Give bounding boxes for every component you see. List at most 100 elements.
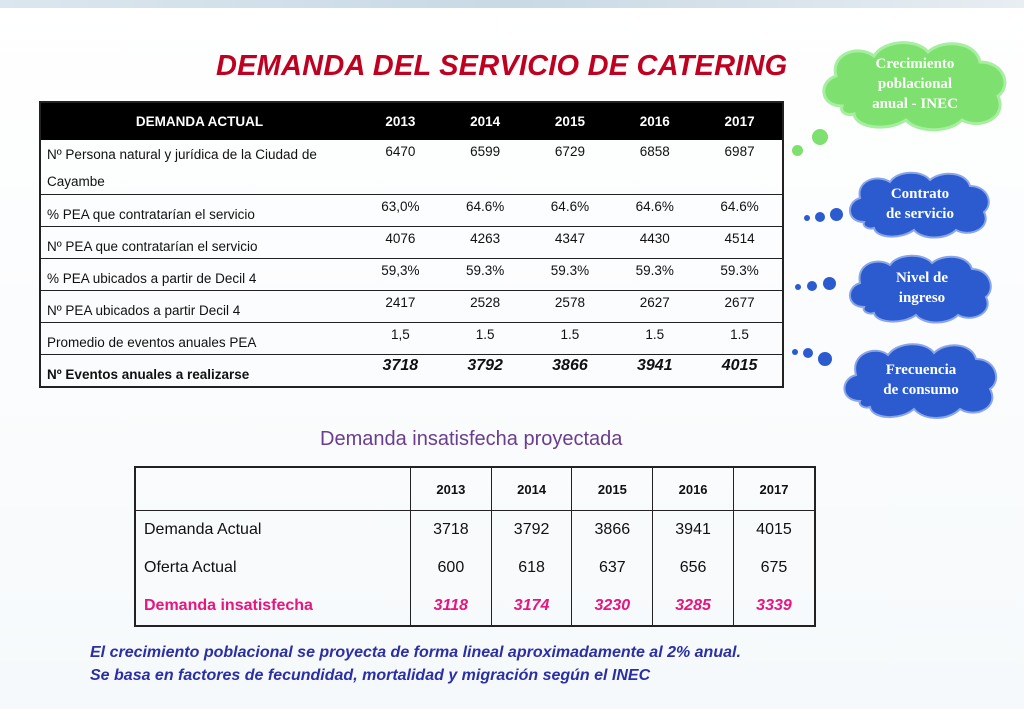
cell-value: 1.5 xyxy=(442,322,528,355)
row-label: Nº Persona natural y jurídica de la Ciud… xyxy=(40,140,358,195)
thought-bubble-dot xyxy=(807,281,817,291)
cell-value: 4430 xyxy=(612,226,698,259)
footnote-line1: El crecimiento poblacional se proyecta d… xyxy=(90,644,741,661)
cell-value: 1,5 xyxy=(357,322,443,355)
cell-value: 3718 xyxy=(410,510,492,549)
row-label: % PEA ubicados a partir de Decil 4 xyxy=(40,258,358,291)
header-year: 2017 xyxy=(732,467,815,511)
table-row-total: Nº Eventos anuales a realizarse 3718 379… xyxy=(40,354,783,387)
cell-value: 6599 xyxy=(470,144,501,159)
cell-value: 4076 xyxy=(357,226,443,259)
header-year: 2014 xyxy=(490,467,572,511)
cell-value: 3866 xyxy=(527,354,613,387)
header-year: 2016 xyxy=(652,467,734,511)
cell-value: 64.6% xyxy=(442,194,528,227)
cell-value: 63,0% xyxy=(357,194,443,227)
callout-contract-text: Contrato de servicio xyxy=(886,186,954,222)
cell-value: 3866 xyxy=(571,510,653,549)
header-demanda-actual: DEMANDA ACTUAL xyxy=(40,102,358,140)
cell-value: 2417 xyxy=(357,290,443,323)
cell-value: 6729 xyxy=(554,144,585,159)
row-label: Nº Eventos anuales a realizarse xyxy=(40,354,358,387)
cell-value: 64.6% xyxy=(612,194,698,227)
cell-value: 3174 xyxy=(490,587,572,626)
row-label: Oferta Actual xyxy=(144,559,237,576)
cloud-shape-icon xyxy=(849,171,990,239)
section-subtitle: Demanda insatisfecha proyectada xyxy=(320,428,623,450)
cell-value: 6858 xyxy=(639,144,670,159)
cloud-shape-icon xyxy=(843,343,998,419)
callout-frequency-text: Frecuencia de consumo xyxy=(883,362,959,398)
cell-value: 2578 xyxy=(527,290,613,323)
row-label-line2: Cayambe xyxy=(47,174,105,189)
cell-value: 3792 xyxy=(490,510,572,549)
row-label: Nº PEA que contratarían el servicio xyxy=(40,226,358,259)
thought-bubble-dot xyxy=(818,352,832,366)
callout-income-text: Nivel de ingreso xyxy=(895,270,949,306)
table-row: Nº PEA que contratarían el servicio 4076… xyxy=(40,226,783,259)
table-row: Nº PEA ubicados a partir Decil 4 2417 25… xyxy=(40,290,783,323)
thought-bubble-dot xyxy=(792,145,803,156)
cloud-shape-icon xyxy=(849,254,992,324)
cell-value: 1.5 xyxy=(612,322,698,355)
cell-value: 1.5 xyxy=(527,322,613,355)
header-year: 2015 xyxy=(527,102,613,140)
callout-growth: Crecimiento poblacional anual - INEC xyxy=(812,36,1018,132)
header-year: 2013 xyxy=(357,102,443,140)
cell-value: 3230 xyxy=(571,587,653,626)
cell-value: 4514 xyxy=(697,226,783,259)
cell-value: 3792 xyxy=(442,354,528,387)
cell-value: 3285 xyxy=(652,587,734,626)
unmet-table-header: 2013 2014 2015 2016 2017 xyxy=(135,467,815,511)
callout-growth-text: Crecimiento poblacional anual - INEC xyxy=(872,56,958,112)
thought-bubble-dot xyxy=(823,277,836,290)
table-row: % PEA ubicados a partir de Decil 4 59,3%… xyxy=(40,258,783,291)
cell-value: 3118 xyxy=(410,587,492,626)
thought-bubble-dot xyxy=(812,129,828,145)
thought-bubble-dot xyxy=(803,348,813,358)
header-year: 2013 xyxy=(410,467,492,511)
cell-value: 4347 xyxy=(527,226,613,259)
table-row: Oferta Actual 600 618 637 656 675 xyxy=(135,549,815,587)
cell-value: 3941 xyxy=(612,354,698,387)
cell-value: 637 xyxy=(571,549,653,587)
header-blank xyxy=(135,467,411,511)
thought-bubble-dot xyxy=(815,212,825,222)
cell-value: 6987 xyxy=(724,144,755,159)
cell-value: 2677 xyxy=(697,290,783,323)
callout-contract: Contrato de servicio xyxy=(842,168,998,240)
cell-value: 3718 xyxy=(357,354,443,387)
demand-table-header: DEMANDA ACTUAL 2013 2014 2015 2016 2017 xyxy=(40,102,783,140)
table-row: Nº Persona natural y jurídica de la Ciud… xyxy=(40,140,783,195)
cloud-shape-icon xyxy=(822,41,1007,132)
header-year: 2014 xyxy=(442,102,528,140)
row-label: % PEA que contratarían el servicio xyxy=(40,194,358,227)
cell-value: 600 xyxy=(410,549,492,587)
demand-table: DEMANDA ACTUAL 2013 2014 2015 2016 2017 … xyxy=(39,101,784,388)
slide-title: DEMANDA DEL SERVICIO DE CATERING xyxy=(216,50,788,82)
cell-value: 3339 xyxy=(732,587,815,626)
header-year: 2015 xyxy=(571,467,653,511)
row-label-line1: Nº Persona natural y jurídica de la Ciud… xyxy=(47,147,317,162)
cell-value: 675 xyxy=(732,549,815,587)
thought-bubble-dot xyxy=(795,284,801,290)
callout-frequency: Frecuencia de consumo xyxy=(836,339,1006,421)
cell-value: 3941 xyxy=(652,510,734,549)
thought-bubble-dot xyxy=(792,349,798,355)
cell-value: 2528 xyxy=(442,290,528,323)
header-year: 2017 xyxy=(697,102,783,140)
header-year: 2016 xyxy=(612,102,698,140)
footnote-line2: Se basa en factores de fecundidad, morta… xyxy=(90,667,651,684)
table-row: Demanda Actual 3718 3792 3866 3941 4015 xyxy=(135,510,815,549)
table-row-highlight: Demanda insatisfecha 3118 3174 3230 3285… xyxy=(135,587,815,626)
cell-value: 59.3% xyxy=(612,258,698,291)
row-label: Demanda insatisfecha xyxy=(144,597,313,614)
cell-value: 656 xyxy=(652,549,734,587)
table-row: Promedio de eventos anuales PEA 1,5 1.5 … xyxy=(40,322,783,355)
callout-income: Nivel de ingreso xyxy=(842,251,1002,325)
cell-value: 618 xyxy=(490,549,572,587)
cell-value: 6470 xyxy=(385,144,416,159)
row-label: Nº PEA ubicados a partir Decil 4 xyxy=(40,290,358,323)
cell-value: 59.3% xyxy=(697,258,783,291)
table-row: % PEA que contratarían el servicio 63,0%… xyxy=(40,194,783,227)
